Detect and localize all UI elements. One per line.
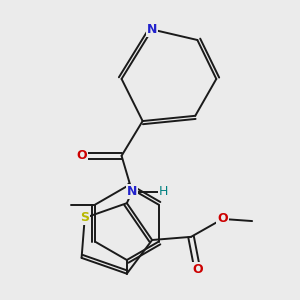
Text: N: N: [147, 23, 157, 36]
Text: S: S: [80, 212, 89, 224]
Text: O: O: [217, 212, 228, 225]
Text: O: O: [76, 149, 87, 162]
Text: O: O: [192, 263, 203, 276]
Text: H: H: [159, 185, 168, 198]
Text: N: N: [127, 185, 137, 198]
